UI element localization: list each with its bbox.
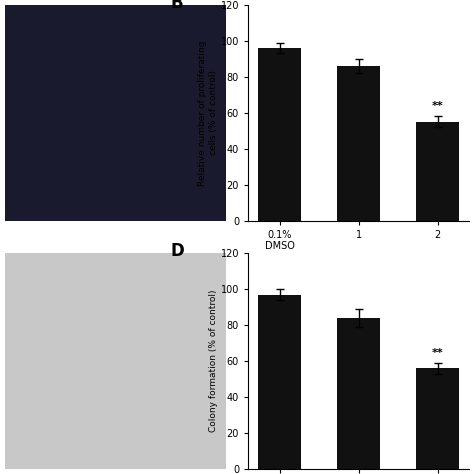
Text: **: ** [432, 101, 443, 111]
Text: **: ** [432, 347, 443, 357]
Bar [416, 368, 459, 469]
Bar [258, 295, 301, 469]
Text: B: B [171, 0, 183, 12]
Text: D: D [171, 242, 184, 260]
Bar [416, 122, 459, 221]
Bar [258, 48, 301, 221]
Bar [337, 318, 380, 469]
Text: S109: S109 [386, 273, 410, 283]
Y-axis label: Colony formation (% of control): Colony formation (% of control) [209, 290, 218, 432]
Bar [337, 66, 380, 221]
Y-axis label: Relative number of proliferating
cells (% of control): Relative number of proliferating cells (… [198, 40, 218, 185]
